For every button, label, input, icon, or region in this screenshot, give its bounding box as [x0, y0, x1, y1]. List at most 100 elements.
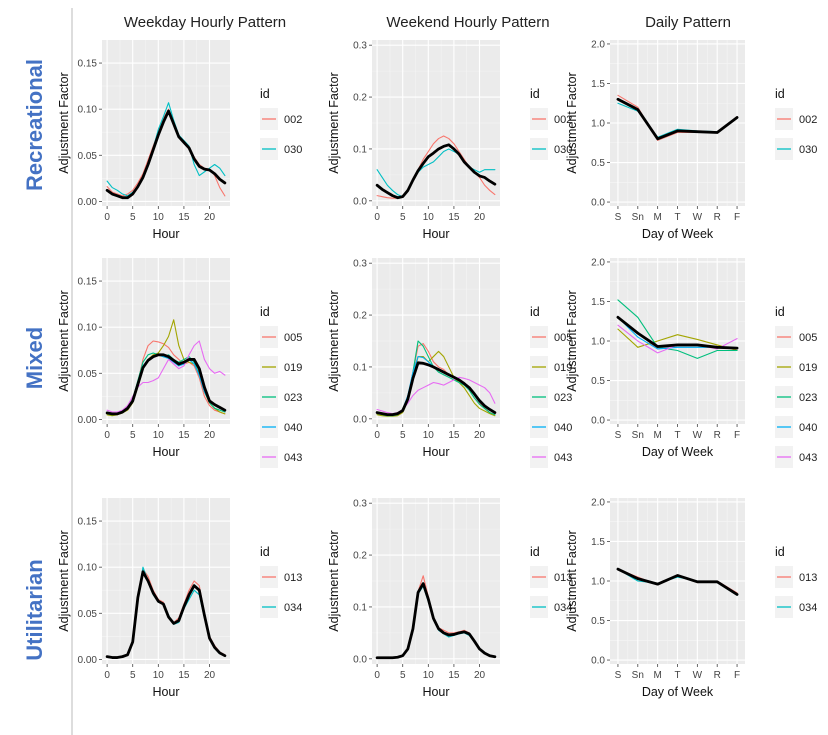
legend-label-013: 013 — [554, 572, 572, 584]
panel-background — [102, 40, 230, 206]
legend-label-002: 002 — [554, 114, 572, 126]
y-tick-label: 0.1 — [353, 602, 367, 613]
y-tick-label: 0.05 — [78, 369, 98, 380]
legend-label-023: 023 — [799, 392, 817, 404]
series-line-mean — [616, 97, 739, 141]
y-axis-title: Adjustment Factor — [327, 290, 341, 391]
y-axis-title: Adjustment Factor — [565, 530, 579, 631]
legend-title: id — [775, 87, 785, 101]
x-tick-label: 20 — [474, 212, 486, 223]
series-line-mean — [105, 570, 227, 659]
x-axis-title: Day of Week — [642, 227, 714, 241]
y-tick-label: 2.0 — [591, 497, 605, 508]
y-tick-label: 1.0 — [591, 337, 605, 348]
legend-label-013: 013 — [799, 572, 817, 584]
y-tick-label: 0.00 — [78, 415, 98, 426]
y-tick-label: 0.15 — [78, 277, 98, 288]
x-tick-label: S — [615, 430, 622, 441]
x-tick-label: 15 — [448, 430, 460, 441]
series-line-019 — [617, 328, 738, 352]
x-tick-label: 15 — [448, 212, 460, 223]
x-tick-label: Sn — [632, 670, 644, 681]
x-tick-label: T — [674, 212, 680, 223]
y-tick-label: 0.0 — [591, 656, 605, 667]
series-line-030 — [106, 102, 226, 197]
legend-label-043: 043 — [284, 452, 302, 464]
x-tick-label: M — [653, 212, 661, 223]
x-tick-label: W — [693, 430, 703, 441]
y-tick-label: 0.2 — [353, 311, 367, 322]
legend-label-019: 019 — [284, 362, 302, 374]
y-tick-label: 0.10 — [78, 105, 98, 116]
y-tick-label: 0.00 — [78, 197, 98, 208]
x-axis-title: Hour — [422, 685, 449, 699]
y-axis-title: Adjustment Factor — [565, 290, 579, 391]
x-tick-label: W — [693, 670, 703, 681]
row-label-utilitarian: Utilitarian — [22, 559, 47, 660]
y-tick-label: 0.0 — [353, 414, 367, 425]
x-tick-label: 5 — [130, 212, 136, 223]
y-tick-label: 1.5 — [591, 537, 605, 548]
series-line-mean — [616, 567, 739, 596]
legend-label-013: 013 — [284, 572, 302, 584]
y-axis-title: Adjustment Factor — [57, 72, 71, 173]
y-tick-label: 0.5 — [591, 158, 605, 169]
x-tick-label: 0 — [104, 430, 110, 441]
x-tick-label: 0 — [374, 430, 380, 441]
x-tick-label: 5 — [400, 212, 406, 223]
column-title-weekend-hourly-pattern: Weekend Hourly Pattern — [386, 14, 549, 31]
legend-label-030: 030 — [554, 144, 572, 156]
x-tick-label: 10 — [153, 670, 165, 681]
y-tick-label: 0.3 — [353, 499, 367, 510]
x-tick-label: 20 — [204, 670, 216, 681]
x-tick-label: F — [734, 212, 740, 223]
x-tick-label: 20 — [474, 670, 486, 681]
x-tick-label: 15 — [448, 670, 460, 681]
panel-recreational-daily-pattern: 0.0 0.5 1.0 1.5 2.0 S Sn M T W R F Day of Week Adjust… — [565, 39, 817, 241]
y-tick-label: 0.0 — [591, 198, 605, 209]
y-axis-title: Adjustment Factor — [565, 72, 579, 173]
legend-label-043: 043 — [554, 452, 572, 464]
legend-label-043: 043 — [799, 452, 817, 464]
y-tick-label: 0.10 — [78, 563, 98, 574]
column-title-daily-pattern: Daily Pattern — [645, 14, 731, 31]
panel-utilitarian-weekend-hourly-pattern: 0.0 0.1 0.2 0.3 0 5 10 15 20 Hour Adjustment Facto… — [327, 498, 572, 699]
x-tick-label: S — [615, 670, 622, 681]
series-line-mean — [616, 315, 739, 350]
y-tick-label: 2.0 — [591, 257, 605, 268]
series-line-030 — [376, 148, 496, 198]
x-tick-label: 0 — [104, 670, 110, 681]
x-tick-label: 10 — [153, 430, 165, 441]
x-tick-label: R — [714, 430, 721, 441]
x-tick-label: 10 — [423, 212, 435, 223]
legend-label-005: 005 — [799, 332, 817, 344]
x-tick-label: 20 — [204, 430, 216, 441]
x-tick-label: R — [714, 670, 721, 681]
x-axis-title: Hour — [422, 227, 449, 241]
y-tick-label: 0.15 — [78, 517, 98, 528]
x-axis-title: Hour — [152, 685, 179, 699]
legend-title: id — [530, 305, 540, 319]
legend-label-023: 023 — [554, 392, 572, 404]
panel-utilitarian-weekday-hourly-pattern: 0.00 0.05 0.10 0.15 0 5 10 15 20 Hour Adjustment F… — [57, 498, 302, 699]
series-line-043 — [106, 340, 226, 413]
x-tick-label: W — [693, 212, 703, 223]
panel-mixed-weekday-hourly-pattern: 0.00 0.05 0.10 0.15 0 5 10 15 20 Hour Adjustment F… — [57, 258, 302, 468]
x-tick-label: 15 — [178, 430, 190, 441]
legend-title: id — [260, 87, 270, 101]
x-axis-title: Day of Week — [642, 685, 714, 699]
x-tick-label: 5 — [130, 430, 136, 441]
x-tick-label: 20 — [474, 430, 486, 441]
legend-label-019: 019 — [799, 362, 817, 374]
x-tick-label: M — [653, 670, 661, 681]
y-tick-label: 1.5 — [591, 297, 605, 308]
y-tick-label: 0.00 — [78, 655, 98, 666]
y-tick-label: 1.0 — [591, 119, 605, 130]
x-tick-label: F — [734, 670, 740, 681]
legend-label-040: 040 — [284, 422, 302, 434]
legend-label-034: 034 — [799, 602, 817, 614]
y-tick-label: 0.0 — [353, 654, 367, 665]
x-tick-label: 5 — [130, 670, 136, 681]
x-tick-label: 0 — [374, 670, 380, 681]
